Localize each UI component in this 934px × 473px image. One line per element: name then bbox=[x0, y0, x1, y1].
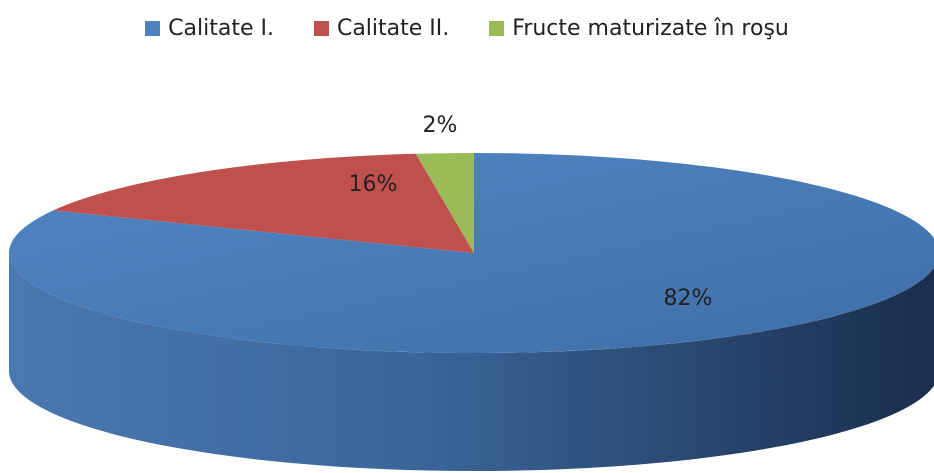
legend-label: Calitate I. bbox=[168, 16, 274, 41]
legend-item: Calitate II. bbox=[313, 16, 450, 41]
legend-swatch bbox=[313, 21, 329, 36]
data-label-1: 82% bbox=[664, 286, 713, 311]
legend-label: Fructe maturizate în roşu bbox=[512, 16, 789, 41]
data-label-3: 2% bbox=[423, 113, 458, 138]
legend-item: Calitate I. bbox=[145, 16, 274, 41]
pie-slice-2 bbox=[53, 153, 474, 253]
legend-item: Fructe maturizate în roşu bbox=[489, 16, 789, 41]
pie-side-wall bbox=[9, 253, 934, 471]
pie-slice-1 bbox=[9, 153, 934, 353]
pie-slice-3 bbox=[415, 153, 474, 253]
legend: Calitate I. Calitate II. Fructe maturizate… bbox=[0, 16, 934, 41]
legend-swatch bbox=[145, 21, 161, 36]
legend-label: Calitate II. bbox=[336, 16, 450, 41]
data-label-2: 16% bbox=[349, 172, 398, 197]
legend-swatch bbox=[489, 21, 505, 36]
